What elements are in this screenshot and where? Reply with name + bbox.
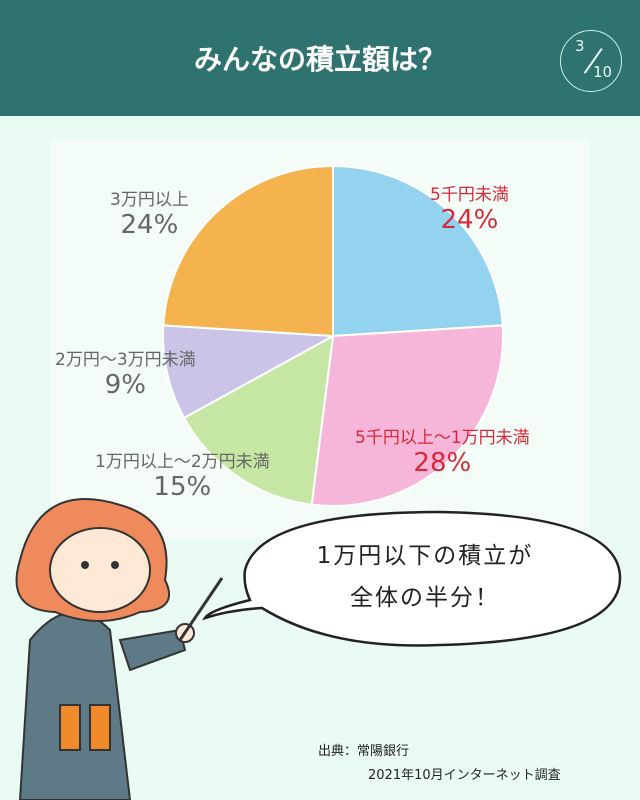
speech-bubble: [202, 510, 622, 647]
pie-slice-2: [310, 324, 504, 507]
pie-slice-5: [162, 164, 334, 338]
page-current: 3: [575, 37, 585, 55]
source-line-2: 2021年10月インターネット調査: [368, 768, 561, 783]
source-line-1: 出典：常陽銀行: [318, 744, 410, 759]
page-title: みんなの積立額は？: [193, 43, 446, 76]
page-indicator: 3 10: [560, 30, 622, 92]
character: [15, 498, 224, 800]
pie-slice-3: [182, 334, 335, 506]
label-slice-1: 5千円未満 24%: [430, 185, 509, 236]
bubble-line-1: 1万円以下の積立が: [316, 543, 534, 569]
label-slice-2: 5千円以上〜1万円未満 28%: [355, 428, 530, 479]
label-slice-4: 2万円〜3万円未満 9%: [55, 350, 196, 401]
bubble-line-2: 全体の半分！: [350, 585, 500, 611]
label-slice-3: 1万円以上〜2万円未満 15%: [95, 452, 270, 503]
label-slice-5: 3万円以上 24%: [110, 190, 189, 241]
speech-bubble-text: 1万円以下の積立が 全体の半分！: [250, 535, 600, 619]
pie-slice-1: [332, 164, 504, 338]
pie-slice-4: [162, 324, 337, 420]
header: みんなの積立額は？ 3 10: [0, 0, 640, 116]
page-total: 10: [593, 63, 613, 81]
